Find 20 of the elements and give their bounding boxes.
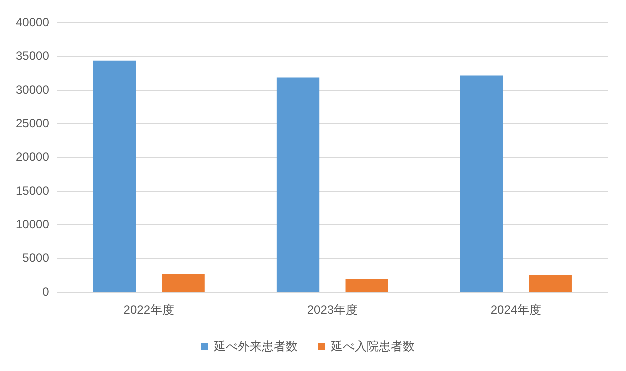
y-tick-label: 20000: [16, 150, 50, 164]
x-tick-label: 2024年度: [490, 303, 542, 318]
bar: [276, 78, 320, 292]
y-tick-label: 35000: [16, 49, 50, 64]
y-tick-label: 40000: [16, 16, 50, 30]
legend-label: 延べ外来患者数: [213, 339, 298, 354]
y-tick-label: 10000: [16, 218, 50, 232]
y-tick-label: 25000: [16, 116, 50, 131]
y-tick-label: 30000: [16, 82, 50, 97]
legend-label: 延べ入院患者数: [330, 339, 415, 354]
bar: [460, 76, 504, 292]
y-tick-label: 15000: [16, 184, 50, 198]
x-tick-label: 2023年度: [307, 303, 358, 318]
bar: [93, 60, 136, 292]
bar: [529, 275, 572, 292]
x-tick-label: 2022年度: [124, 303, 174, 318]
y-tick-label: 5000: [22, 251, 50, 266]
y-tick-label: 0: [42, 284, 50, 299]
bar: [346, 279, 388, 292]
bar: [162, 274, 205, 292]
